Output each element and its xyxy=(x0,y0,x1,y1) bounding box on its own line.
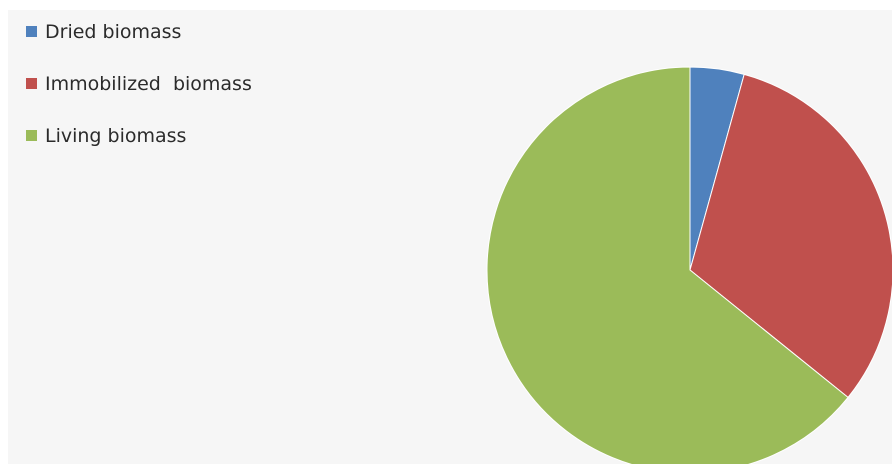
legend-item-living-biomass: Living biomass xyxy=(26,122,252,149)
legend-swatch-immobilized-biomass xyxy=(26,78,37,89)
pie-slice-immobilized-biomass xyxy=(689,73,892,399)
legend: Dried biomass Immobilized biomass Living… xyxy=(26,18,252,174)
legend-swatch-dried-biomass xyxy=(26,26,37,37)
legend-label-dried-biomass: Dried biomass xyxy=(45,20,182,43)
pie-slice-living-biomass xyxy=(486,66,849,464)
legend-item-immobilized-biomass: Immobilized biomass xyxy=(26,70,252,97)
legend-item-dried-biomass: Dried biomass xyxy=(26,18,252,45)
legend-label-immobilized-biomass: Immobilized biomass xyxy=(45,72,252,95)
legend-swatch-living-biomass xyxy=(26,130,37,141)
legend-label-living-biomass: Living biomass xyxy=(45,124,187,147)
